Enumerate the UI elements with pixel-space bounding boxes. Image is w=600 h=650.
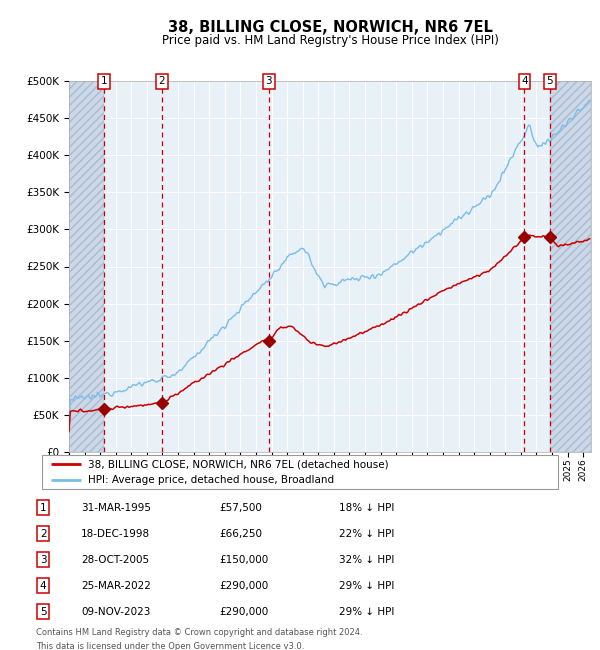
Text: £150,000: £150,000 — [219, 554, 268, 565]
Text: Price paid vs. HM Land Registry's House Price Index (HPI): Price paid vs. HM Land Registry's House … — [161, 34, 499, 47]
Bar — [550, 81, 591, 452]
Text: Contains HM Land Registry data © Crown copyright and database right 2024.: Contains HM Land Registry data © Crown c… — [36, 628, 362, 637]
Text: 2: 2 — [40, 528, 47, 539]
Text: 5: 5 — [547, 76, 553, 86]
Text: £290,000: £290,000 — [219, 606, 268, 617]
Text: 18-DEC-1998: 18-DEC-1998 — [81, 528, 150, 539]
Text: 25-MAR-2022: 25-MAR-2022 — [81, 580, 151, 591]
Text: 22% ↓ HPI: 22% ↓ HPI — [339, 528, 394, 539]
Text: 4: 4 — [521, 76, 528, 86]
Text: 4: 4 — [40, 580, 47, 591]
Text: 3: 3 — [266, 76, 272, 86]
Text: £66,250: £66,250 — [219, 528, 262, 539]
Text: 29% ↓ HPI: 29% ↓ HPI — [339, 580, 394, 591]
Text: 5: 5 — [40, 606, 47, 617]
Text: £57,500: £57,500 — [219, 502, 262, 513]
Text: 29% ↓ HPI: 29% ↓ HPI — [339, 606, 394, 617]
Text: 38, BILLING CLOSE, NORWICH, NR6 7EL: 38, BILLING CLOSE, NORWICH, NR6 7EL — [167, 20, 493, 36]
Text: 3: 3 — [40, 554, 47, 565]
Text: 2: 2 — [158, 76, 165, 86]
Text: 1: 1 — [101, 76, 107, 86]
Text: 38, BILLING CLOSE, NORWICH, NR6 7EL (detached house): 38, BILLING CLOSE, NORWICH, NR6 7EL (det… — [88, 460, 389, 469]
Text: £290,000: £290,000 — [219, 580, 268, 591]
Text: 18% ↓ HPI: 18% ↓ HPI — [339, 502, 394, 513]
Text: HPI: Average price, detached house, Broadland: HPI: Average price, detached house, Broa… — [88, 475, 335, 485]
Text: This data is licensed under the Open Government Licence v3.0.: This data is licensed under the Open Gov… — [36, 642, 304, 650]
Text: 28-OCT-2005: 28-OCT-2005 — [81, 554, 149, 565]
Bar — [69, 81, 104, 452]
Text: 32% ↓ HPI: 32% ↓ HPI — [339, 554, 394, 565]
Text: 31-MAR-1995: 31-MAR-1995 — [81, 502, 151, 513]
FancyBboxPatch shape — [42, 455, 558, 489]
Text: 1: 1 — [40, 502, 47, 513]
Text: 09-NOV-2023: 09-NOV-2023 — [81, 606, 151, 617]
